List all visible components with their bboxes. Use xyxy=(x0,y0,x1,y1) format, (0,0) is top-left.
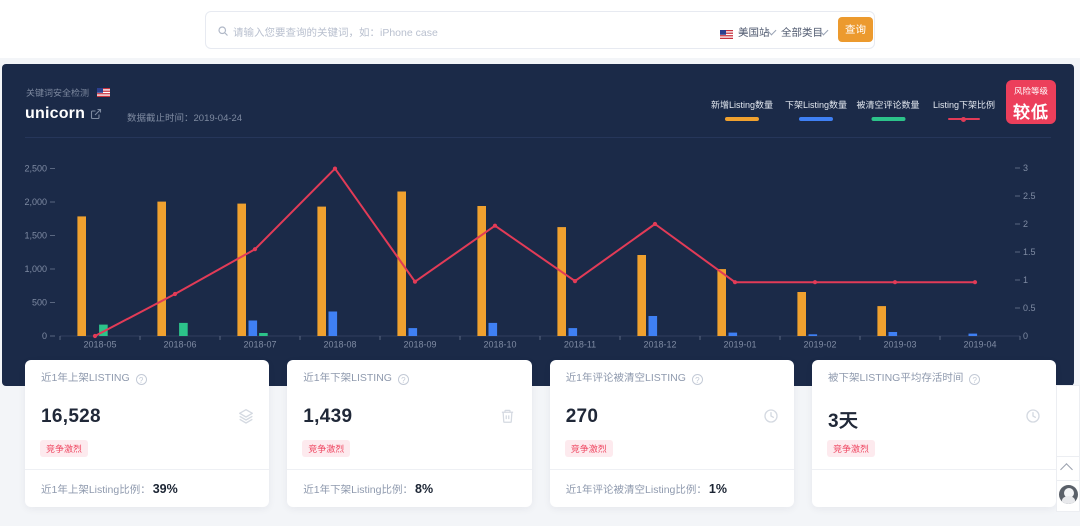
svg-text:1: 1 xyxy=(1023,275,1028,285)
svg-text:2: 2 xyxy=(1023,219,1028,229)
svg-text:1,000: 1,000 xyxy=(24,264,47,274)
svg-text:500: 500 xyxy=(32,298,47,308)
svg-text:2019-04: 2019-04 xyxy=(963,340,996,350)
svg-text:0.5: 0.5 xyxy=(1023,303,1036,313)
svg-text:1,500: 1,500 xyxy=(24,231,47,241)
svg-text:2019-01: 2019-01 xyxy=(723,340,756,350)
svg-text:2,500: 2,500 xyxy=(24,164,47,174)
svg-text:2018-12: 2018-12 xyxy=(643,340,676,350)
svg-text:2018-07: 2018-07 xyxy=(243,340,276,350)
svg-text:0: 0 xyxy=(42,331,47,341)
svg-text:3: 3 xyxy=(1023,163,1028,173)
svg-text:2019-02: 2019-02 xyxy=(803,340,836,350)
svg-text:2.5: 2.5 xyxy=(1023,191,1036,201)
svg-text:2018-09: 2018-09 xyxy=(403,340,436,350)
svg-text:2,000: 2,000 xyxy=(24,197,47,207)
svg-text:2018-10: 2018-10 xyxy=(483,340,516,350)
svg-text:2018-05: 2018-05 xyxy=(83,340,116,350)
svg-text:1.5: 1.5 xyxy=(1023,247,1036,257)
svg-text:2018-06: 2018-06 xyxy=(163,340,196,350)
svg-text:0: 0 xyxy=(1023,331,1028,341)
svg-text:2018-11: 2018-11 xyxy=(564,340,596,350)
svg-text:2018-08: 2018-08 xyxy=(323,340,356,350)
svg-text:2019-03: 2019-03 xyxy=(883,340,916,350)
